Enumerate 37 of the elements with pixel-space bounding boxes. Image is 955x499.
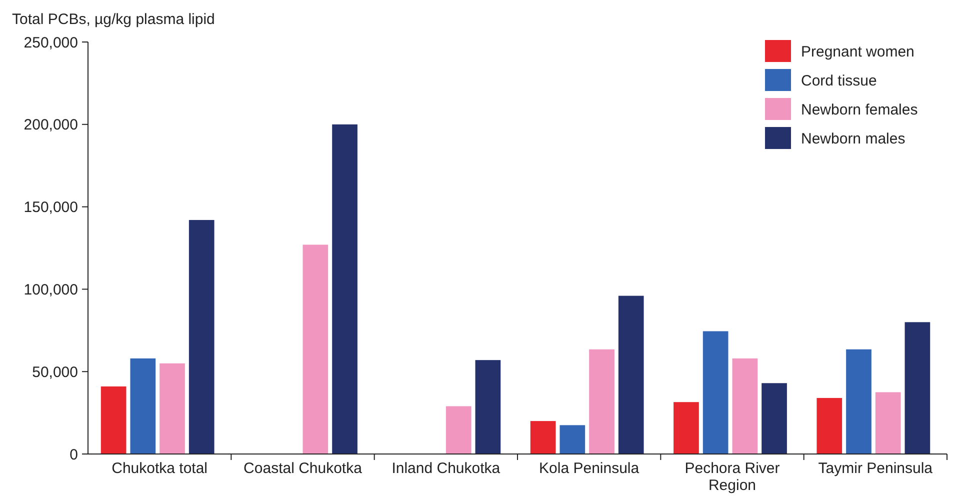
legend-label: Newborn males <box>801 130 906 148</box>
y-tick-label: 250,000 <box>24 34 78 52</box>
bar <box>130 358 156 454</box>
bar <box>100 386 126 454</box>
bar <box>762 383 787 454</box>
legend-label: Newborn females <box>801 101 918 118</box>
bar <box>674 402 699 454</box>
bar <box>446 406 472 454</box>
bar <box>589 349 614 454</box>
bar <box>816 398 842 454</box>
x-tick-label: Chukotka total <box>112 460 208 477</box>
y-tick-label: 150,000 <box>24 199 78 216</box>
legend-label: Pregnant women <box>801 43 914 60</box>
y-tick-label: 50,000 <box>32 364 78 381</box>
bar <box>618 296 644 454</box>
y-tick-label: 200,000 <box>24 116 78 134</box>
bar <box>732 358 758 454</box>
bar <box>160 363 185 454</box>
bar <box>530 421 556 454</box>
bar <box>560 425 586 454</box>
y-axis-title: Total PCBs, µg/kg plasma lipid <box>12 11 215 28</box>
x-tick-label: Inland Chukotka <box>392 460 501 477</box>
bar <box>475 360 501 454</box>
x-tick-label: Taymir Peninsula <box>818 460 934 477</box>
x-tick-label: Pechora River Region <box>684 460 780 494</box>
bar <box>904 322 930 454</box>
x-tick-label: Kola Peninsula <box>539 460 640 477</box>
bar <box>846 349 872 454</box>
y-tick-label: 100,000 <box>24 281 78 298</box>
bar <box>875 392 901 454</box>
y-tick-label: 0 <box>70 446 78 464</box>
bar <box>702 331 728 454</box>
x-tick-label: Coastal Chukotka <box>244 460 363 477</box>
legend-label: Cord tissue <box>801 72 877 90</box>
bar <box>188 220 214 454</box>
bar <box>332 124 358 454</box>
bar <box>302 244 328 454</box>
